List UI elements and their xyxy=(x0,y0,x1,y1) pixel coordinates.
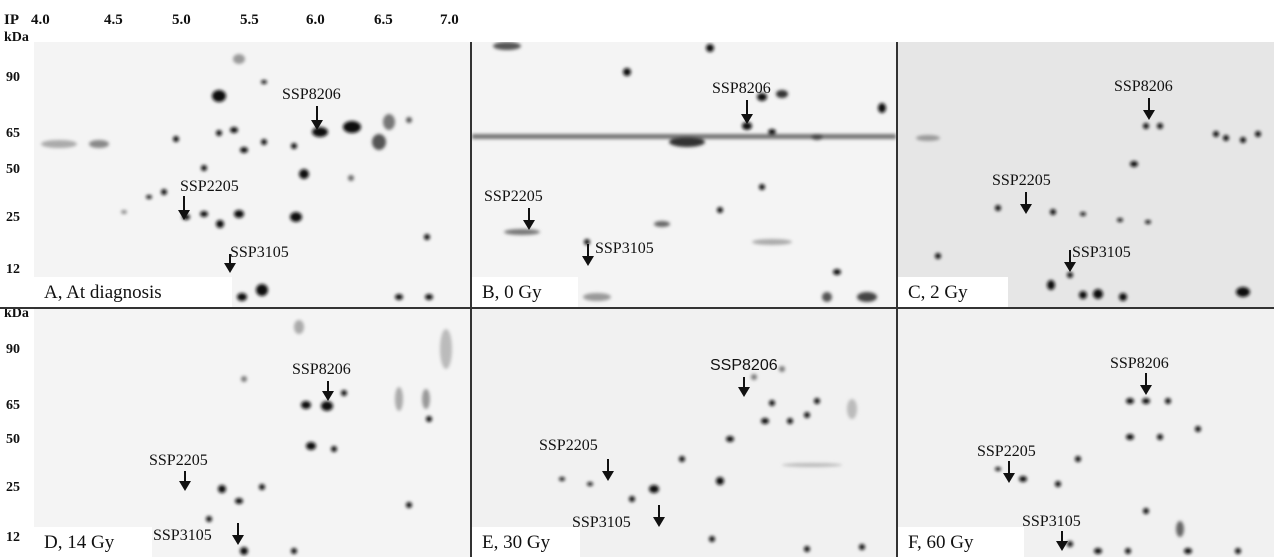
gel-spots xyxy=(916,123,1261,301)
spot-label-ssp8206: SSP8206 xyxy=(1114,78,1173,95)
kda-tick: 25 xyxy=(6,210,20,225)
spot-label-ssp8206: SSP8206 xyxy=(292,361,351,378)
kda-tick: 50 xyxy=(6,432,20,447)
kda-tick: 25 xyxy=(6,480,20,495)
gel-spots xyxy=(206,320,452,555)
kda-tick: 12 xyxy=(6,262,20,277)
ip-axis-label: IP xyxy=(4,12,19,28)
spot-label-ssp3105: SSP3105 xyxy=(153,527,212,544)
ip-tick: 6.0 xyxy=(306,12,325,28)
spot-label-ssp8206: SSP8206 xyxy=(712,80,771,97)
gel-spots xyxy=(472,42,896,302)
panel-caption: C, 2 Gy xyxy=(898,277,1008,307)
kda-tick: 12 xyxy=(6,530,20,545)
kda-tick: 65 xyxy=(6,126,20,141)
gel-panel-b: SSP8206 SSP2205 SSP3105 B, 0 Gy xyxy=(472,42,896,307)
panel-caption: E, 30 Gy xyxy=(472,527,580,557)
spot-label-ssp8206: SSP8206 xyxy=(282,86,341,103)
panel-caption: B, 0 Gy xyxy=(472,277,578,307)
spot-label-ssp3105: SSP3105 xyxy=(1072,244,1131,261)
ip-tick: 6.5 xyxy=(374,12,393,28)
kda-axis-label: kDa xyxy=(4,306,29,321)
kda-tick: 50 xyxy=(6,162,20,177)
spot-label-ssp3105: SSP3105 xyxy=(595,240,654,257)
gel-spots xyxy=(995,398,1241,554)
gel-panel-d: SSP8206 SSP2205 SSP3105 D, 14 Gy xyxy=(34,309,470,557)
kda-tick: 90 xyxy=(6,70,20,85)
gel-panel-f: SSP8206 SSP2205 SSP3105 F, 60 Gy xyxy=(898,309,1274,557)
kda-axis-label: kDa xyxy=(4,30,29,45)
ip-tick: 5.0 xyxy=(172,12,191,28)
panel-divider xyxy=(0,307,1274,309)
spot-label-ssp2205: SSP2205 xyxy=(539,437,598,454)
ip-tick: 4.0 xyxy=(31,12,50,28)
spot-label-ssp3105: SSP3105 xyxy=(230,244,289,261)
spot-label-ssp8206: SSP8206 xyxy=(710,357,778,374)
ip-tick: 7.0 xyxy=(440,12,459,28)
spot-label-ssp3105: SSP3105 xyxy=(1022,513,1081,530)
spot-label-ssp2205: SSP2205 xyxy=(149,452,208,469)
ip-tick: 4.5 xyxy=(104,12,123,28)
panel-divider xyxy=(896,42,898,557)
spot-label-ssp2205: SSP2205 xyxy=(977,443,1036,460)
kda-tick: 90 xyxy=(6,342,20,357)
gel-spots xyxy=(41,54,433,301)
panel-divider xyxy=(470,42,472,557)
panel-caption: D, 14 Gy xyxy=(34,527,152,557)
spot-label-ssp8206: SSP8206 xyxy=(1110,355,1169,372)
ip-tick: 5.5 xyxy=(240,12,259,28)
gel-panel-e: SSP8206 SSP2205 SSP3105 E, 30 Gy xyxy=(472,309,896,557)
kda-tick: 65 xyxy=(6,398,20,413)
spot-label-ssp2205: SSP2205 xyxy=(180,178,239,195)
spot-label-ssp3105: SSP3105 xyxy=(572,514,631,531)
spot-label-ssp2205: SSP2205 xyxy=(484,188,543,205)
gel-panel-c: SSP8206 SSP2205 SSP3105 C, 2 Gy xyxy=(898,42,1274,307)
panel-caption: F, 60 Gy xyxy=(898,527,1024,557)
ip-axis: IP 4.0 4.5 5.0 5.5 6.0 6.5 7.0 xyxy=(0,0,1274,40)
spot-label-ssp2205: SSP2205 xyxy=(992,172,1051,189)
gel-spots xyxy=(559,366,865,552)
gel-panel-a: SSP8206 SSP2205 SSP3105 A, At diagnosis xyxy=(34,42,470,307)
panel-caption: A, At diagnosis xyxy=(34,277,232,307)
